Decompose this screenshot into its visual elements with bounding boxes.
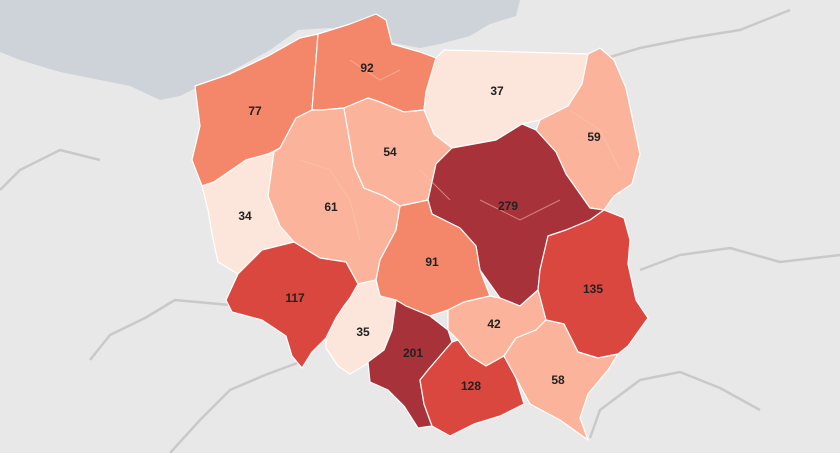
label-opolskie: 35: [356, 325, 370, 339]
baltic-sea: [0, 0, 520, 100]
label-slaskie: 201: [403, 346, 423, 360]
region-malopolskie[interactable]: [419, 339, 525, 437]
label-lodzkie: 91: [425, 255, 439, 269]
label-podlaskie: 59: [587, 130, 601, 144]
label-wielkopolskie: 61: [324, 200, 338, 214]
region-opolskie[interactable]: [325, 279, 397, 375]
label-swietokrzyskie: 42: [487, 317, 501, 331]
label-zachodniopomorskie: 77: [248, 104, 262, 118]
label-warminsko-mazurskie: 37: [490, 84, 504, 98]
label-kujawsko-pomorskie: 54: [383, 145, 397, 159]
label-lubelskie: 135: [583, 282, 603, 296]
label-mazowieckie: 279: [498, 199, 518, 213]
label-pomorskie: 92: [360, 61, 374, 75]
internal-lines: [299, 59, 621, 241]
label-lubuskie: 34: [238, 209, 252, 223]
region-podkarpackie[interactable]: [503, 319, 619, 441]
label-dolnoslaskie: 117: [285, 291, 305, 305]
label-podkarpackie: 58: [551, 373, 565, 387]
border-lines: [0, 8, 840, 453]
label-malopolskie: 128: [461, 379, 481, 393]
